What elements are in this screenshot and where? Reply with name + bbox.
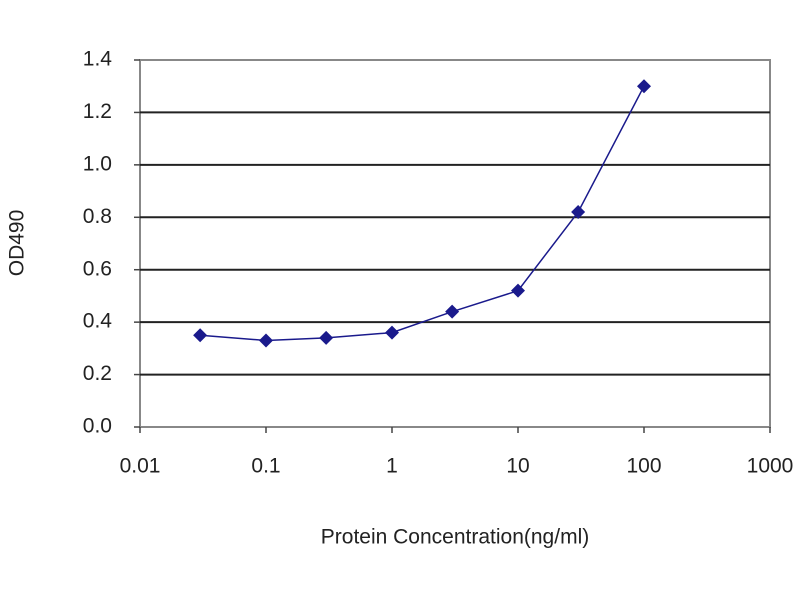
point (511, 283, 525, 298)
x-tick-label: 0.1 (251, 455, 280, 478)
point (193, 328, 208, 343)
x-tick-label: 0.01 (120, 455, 161, 478)
y-tick-label: 0.8 (83, 205, 112, 228)
x-tick-label: 1 (386, 455, 398, 478)
x-tick-label: 10 (506, 455, 529, 478)
point (385, 325, 399, 340)
y-tick-label: 1.2 (83, 100, 112, 123)
y-tick-label: 1.0 (83, 152, 112, 175)
plot-area (139, 59, 771, 428)
point (445, 304, 460, 319)
x-tick-label: 1000 (747, 455, 794, 478)
line (200, 85, 645, 342)
y-tick-label: 0.2 (83, 362, 112, 385)
point (637, 79, 651, 94)
y-tick-label: 0.4 (83, 310, 113, 333)
point (259, 333, 273, 348)
y-axis-label: OD490 (6, 210, 29, 277)
y-tick-label: 0.0 (83, 415, 112, 438)
x-axis-label: Protein Concentration(ng/ml) (321, 526, 589, 549)
y-tick-label: 1.4 (83, 48, 113, 71)
y-tick-label: 0.6 (83, 257, 112, 280)
x-tick-label: 100 (626, 455, 661, 478)
point (571, 205, 586, 220)
point (319, 330, 334, 345)
